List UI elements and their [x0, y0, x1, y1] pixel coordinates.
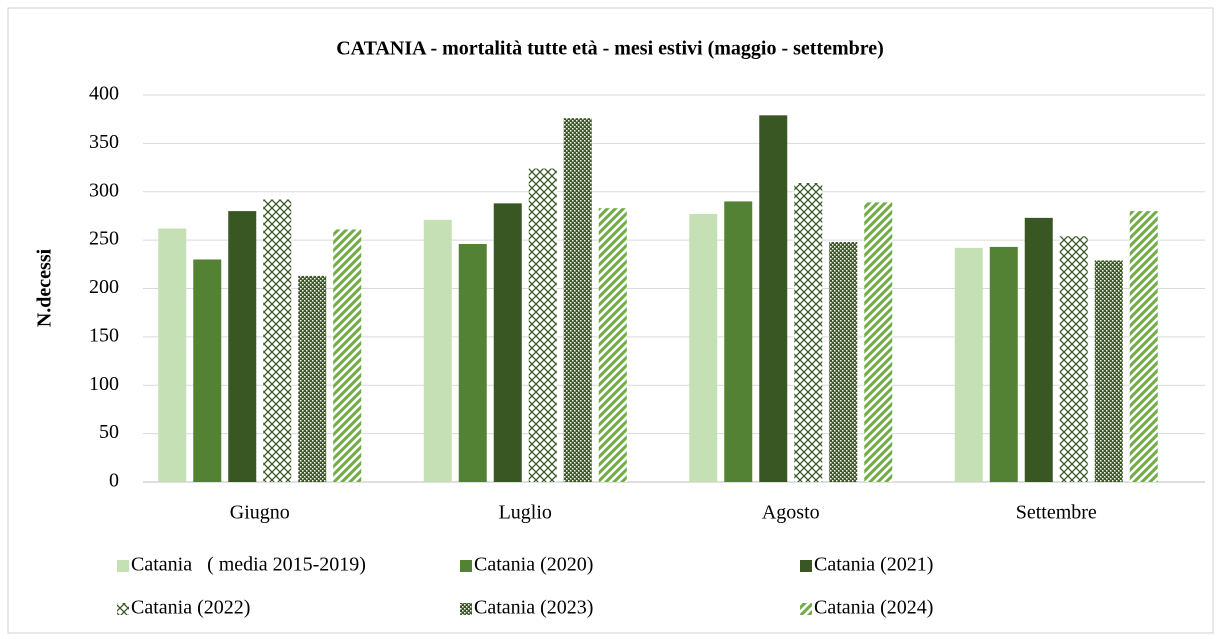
y-tick-label: 150	[89, 324, 119, 346]
x-tick-label: Giugno	[230, 502, 290, 524]
bar	[598, 208, 627, 482]
legend-swatch	[117, 603, 129, 615]
y-tick-label: 300	[89, 179, 119, 201]
bar	[333, 229, 362, 482]
bar	[493, 203, 522, 483]
legend-label: Catania (2024)	[814, 597, 933, 619]
legend-swatch	[800, 603, 812, 615]
bar	[528, 168, 557, 482]
bar	[689, 214, 718, 482]
bar	[158, 228, 187, 482]
legend-swatch	[800, 560, 812, 572]
y-tick-label: 0	[109, 470, 119, 492]
x-tick-label: Luglio	[499, 502, 552, 524]
legend-label: Catania (2021)	[814, 554, 933, 576]
bar	[829, 242, 858, 482]
bar	[423, 219, 452, 482]
bar	[989, 246, 1018, 482]
x-tick-label: Settembre	[1016, 502, 1097, 524]
legend-label: Catania (2022)	[131, 597, 250, 619]
bar	[263, 199, 292, 483]
bar	[1024, 217, 1053, 482]
legend-swatch	[117, 560, 129, 572]
bar	[563, 118, 592, 482]
bar	[1129, 211, 1158, 482]
y-tick-label: 350	[89, 131, 119, 153]
legend-swatch	[460, 560, 472, 572]
bar	[298, 275, 327, 482]
legend-label: Catania (2023)	[474, 597, 593, 619]
bar	[193, 259, 222, 482]
legend-label: Catania ( media 2015-2019)	[131, 554, 366, 576]
bar	[724, 201, 753, 483]
legend-label: Catania (2020)	[474, 554, 593, 576]
bar	[1094, 260, 1123, 482]
legend-swatch	[460, 603, 472, 615]
bar	[1059, 236, 1088, 482]
bar	[228, 211, 257, 482]
y-tick-label: 100	[89, 373, 119, 395]
bar	[954, 247, 983, 482]
bar	[759, 115, 788, 482]
bar	[794, 183, 823, 483]
y-tick-label: 50	[99, 421, 119, 443]
y-tick-label: 200	[89, 276, 119, 298]
bar	[864, 202, 893, 482]
y-tick-label: 250	[89, 228, 119, 250]
x-tick-label: Agosto	[762, 502, 820, 524]
bar	[458, 243, 487, 482]
y-tick-label: 400	[89, 83, 119, 105]
y-axis-label: N.decessi	[34, 248, 56, 327]
chart-title: CATANIA - mortalità tutte età - mesi est…	[336, 38, 884, 60]
